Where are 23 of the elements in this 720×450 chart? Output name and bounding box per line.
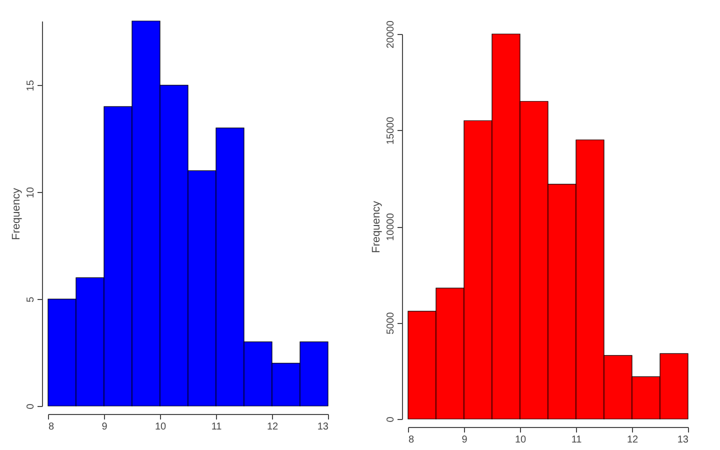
y-tick-label: 20000 (386, 20, 396, 48)
x-tick-label: 13 (677, 434, 689, 446)
x-tick-label: 11 (211, 422, 222, 432)
x-tick-label: 10 (514, 434, 526, 446)
y-axis-title: Frequency (10, 188, 22, 240)
x-tick-label: 8 (408, 434, 414, 446)
y-tick-label: 0 (26, 403, 36, 410)
y-axis-title: Frequency (370, 200, 382, 253)
x-tick-label: 13 (317, 422, 329, 432)
x-tick-label: 11 (571, 434, 582, 446)
y-tick-label: 5 (26, 296, 36, 302)
y-tick-label: 10 (26, 186, 36, 198)
y-tick-label: 15000 (386, 116, 396, 145)
x-tick-label: 12 (626, 434, 638, 446)
x-tick-label: 9 (462, 434, 468, 446)
y-tick-label: 10000 (386, 212, 396, 241)
x-tick-label: 8 (48, 422, 54, 432)
x-tick-label: 10 (154, 422, 166, 432)
x-tick-label: 9 (102, 422, 108, 432)
y-tick-label: 15 (26, 80, 36, 92)
x-tick-label: 12 (266, 422, 278, 432)
y-tick-label: 5000 (386, 312, 396, 334)
y-tick-label: 0 (386, 416, 396, 422)
